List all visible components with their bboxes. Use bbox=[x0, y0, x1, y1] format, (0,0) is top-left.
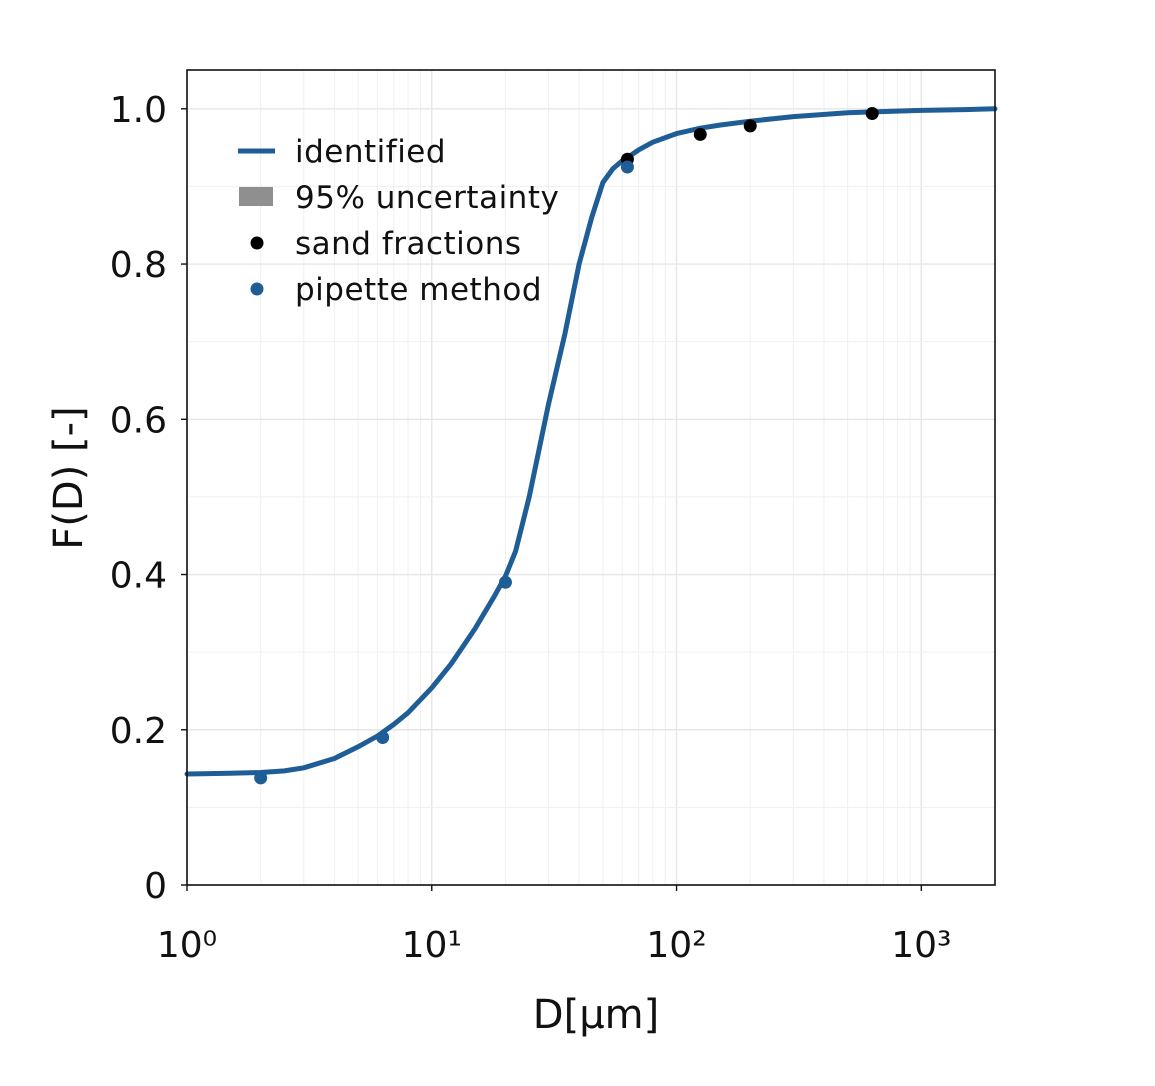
y-tick-label: 1.0 bbox=[110, 90, 167, 131]
legend-95-uncertainty-label: 95% uncertainty bbox=[295, 180, 559, 216]
y-tick-label: 0.6 bbox=[110, 400, 167, 441]
x-tick-label: 10¹ bbox=[402, 925, 462, 966]
plot-data bbox=[184, 106, 998, 785]
legend-identified-label: identified bbox=[295, 134, 446, 170]
y-tick-label: 0.2 bbox=[110, 711, 167, 752]
point-sand-fractions bbox=[865, 106, 879, 120]
legend-sand-fractions-swatch bbox=[250, 236, 264, 250]
x-tick-label: 10⁰ bbox=[157, 925, 217, 966]
point-sand-fractions bbox=[743, 119, 757, 133]
y-tick-label: 0.8 bbox=[110, 245, 167, 286]
y-axis-title: F(D) [-] bbox=[46, 406, 92, 549]
x-tick-label: 10³ bbox=[891, 925, 951, 966]
legend-pipette-method-swatch bbox=[250, 282, 264, 296]
y-tick-label: 0.4 bbox=[110, 556, 167, 597]
legend-sand-fractions-label: sand fractions bbox=[295, 226, 522, 262]
point-pipette-method bbox=[376, 731, 390, 745]
point-pipette-method bbox=[498, 575, 512, 589]
point-pipette-method bbox=[620, 160, 634, 174]
point-pipette-method bbox=[254, 771, 268, 785]
x-tick-label: 10² bbox=[646, 925, 706, 966]
grid bbox=[186, 70, 996, 886]
plot-frame bbox=[186, 69, 996, 886]
legend-95-uncertainty-swatch bbox=[239, 187, 273, 206]
legend-pipette-method-label: pipette method bbox=[295, 272, 542, 308]
point-sand-fractions bbox=[693, 127, 707, 141]
y-tick-label: 0 bbox=[144, 866, 167, 907]
axis-ticks: 10⁰ 10¹ 10² 10³ 0 0.2 0.4 0.6 0.8 1.0 bbox=[110, 90, 952, 966]
legend: identified 95% uncertainty sand fractions p… bbox=[238, 134, 559, 308]
x-axis-title: D[μm] bbox=[533, 992, 659, 1038]
